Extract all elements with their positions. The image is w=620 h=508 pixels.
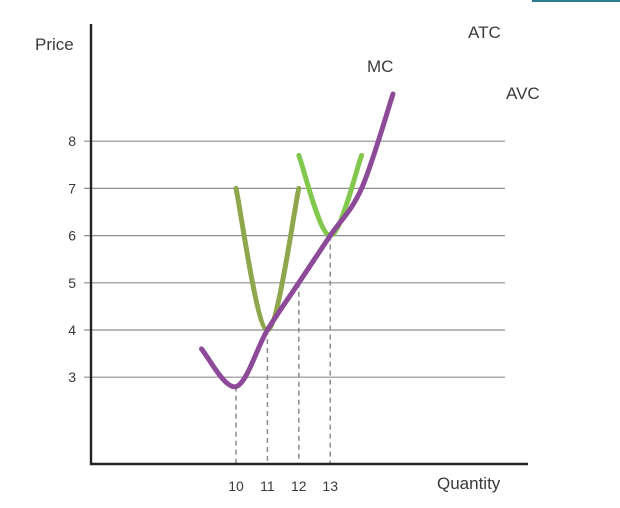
- x-tick-13: 13: [322, 478, 338, 494]
- mc-curve: [199, 91, 396, 390]
- y-tick-5: 5: [68, 275, 76, 291]
- y-tick-labels: 3 4 5 6 7 8: [68, 133, 76, 385]
- avc-curve: [233, 185, 302, 333]
- cost-curves: [199, 91, 396, 390]
- x-tick-labels: 10 11 12 13: [228, 478, 338, 494]
- y-tick-7: 7: [68, 180, 76, 196]
- x-tick-10: 10: [228, 478, 244, 494]
- axes: [89, 24, 528, 466]
- atc-label: ATC: [468, 23, 501, 42]
- x-axis-title: Quantity: [437, 474, 501, 493]
- gridlines: [84, 140, 505, 378]
- avc-label: AVC: [506, 84, 540, 103]
- y-tick-6: 6: [68, 228, 76, 244]
- top-accent-bar: [532, 0, 620, 2]
- mc-label: MC: [367, 57, 393, 76]
- x-tick-11: 11: [260, 478, 275, 494]
- y-axis-title: Price: [35, 35, 74, 54]
- y-tick-4: 4: [68, 322, 76, 338]
- y-tick-3: 3: [68, 369, 76, 385]
- atc-curve: [296, 152, 365, 239]
- drop-lines: [235, 235, 331, 464]
- x-tick-12: 12: [291, 478, 307, 494]
- y-tick-8: 8: [68, 133, 76, 149]
